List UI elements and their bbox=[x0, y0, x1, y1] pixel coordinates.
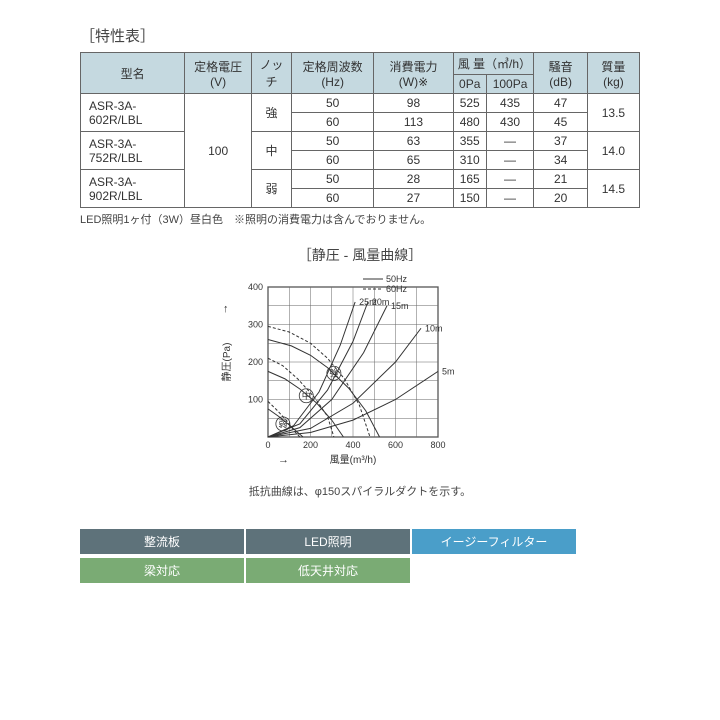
table-cell: 20 bbox=[534, 189, 588, 208]
table-cell: 34 bbox=[534, 151, 588, 170]
svg-text:→: → bbox=[278, 454, 289, 466]
table-cell: 480 bbox=[453, 113, 486, 132]
table-cell: 37 bbox=[534, 132, 588, 151]
svg-text:60Hz: 60Hz bbox=[386, 284, 408, 294]
feature-tag: 整流板 bbox=[80, 529, 244, 554]
table-cell-mass: 14.5 bbox=[587, 170, 639, 208]
table-cell: 65 bbox=[374, 151, 453, 170]
table-title: ［特性表］ bbox=[80, 25, 640, 46]
table-cell-notch: 強 bbox=[252, 94, 292, 132]
th-voltage: 定格電圧 (V) bbox=[185, 53, 252, 94]
table-cell: 45 bbox=[534, 113, 588, 132]
svg-text:強: 強 bbox=[329, 367, 338, 378]
svg-text:50Hz: 50Hz bbox=[386, 274, 408, 284]
svg-text:中: 中 bbox=[302, 390, 311, 401]
table-cell: 27 bbox=[374, 189, 453, 208]
spec-table: 型名 定格電圧 (V) ノッチ 定格周波数 (Hz) 消費電力 (W)※ 風 量… bbox=[80, 52, 640, 208]
table-cell: 60 bbox=[292, 113, 374, 132]
th-0pa: 0Pa bbox=[453, 75, 486, 94]
table-cell: — bbox=[486, 151, 534, 170]
svg-text:5m: 5m bbox=[442, 366, 455, 376]
table-cell-notch: 中 bbox=[252, 132, 292, 170]
th-power: 消費電力 (W)※ bbox=[374, 53, 453, 94]
svg-text:400: 400 bbox=[248, 282, 263, 292]
table-cell: 525 bbox=[453, 94, 486, 113]
th-mass: 質量 (kg) bbox=[587, 53, 639, 94]
table-cell: 355 bbox=[453, 132, 486, 151]
table-cell: 150 bbox=[453, 189, 486, 208]
th-freq: 定格周波数 (Hz) bbox=[292, 53, 374, 94]
th-100pa: 100Pa bbox=[486, 75, 534, 94]
chart-title: ［静圧 - 風量曲線］ bbox=[80, 245, 640, 265]
svg-text:300: 300 bbox=[248, 320, 263, 330]
table-cell: 98 bbox=[374, 94, 453, 113]
feature-tag: イージーフィルター bbox=[412, 529, 576, 554]
feature-tag: 低天井対応 bbox=[246, 558, 410, 583]
table-cell: 21 bbox=[534, 170, 588, 189]
svg-text:15m: 15m bbox=[391, 301, 409, 311]
table-cell: 435 bbox=[486, 94, 534, 113]
table-cell-model: ASR-3A-902R/LBL bbox=[81, 170, 185, 208]
table-cell: 60 bbox=[292, 151, 374, 170]
svg-text:0: 0 bbox=[265, 440, 270, 450]
th-noise: 騒音 (dB) bbox=[534, 53, 588, 94]
svg-text:弱: 弱 bbox=[278, 419, 287, 429]
th-airflow: 風 量（㎥/h） bbox=[453, 53, 534, 75]
feature-tag: 梁対応 bbox=[80, 558, 244, 583]
svg-text:800: 800 bbox=[430, 440, 445, 450]
svg-text:10m: 10m bbox=[425, 323, 443, 333]
table-cell: 50 bbox=[292, 94, 374, 113]
svg-text:400: 400 bbox=[345, 440, 360, 450]
svg-text:↑: ↑ bbox=[223, 303, 229, 315]
table-cell: — bbox=[486, 170, 534, 189]
table-cell: 165 bbox=[453, 170, 486, 189]
footnote: LED照明1ヶ付（3W）昼白色 ※照明の消費電力は含んでおりません。 bbox=[80, 211, 640, 227]
table-cell-voltage: 100 bbox=[185, 94, 252, 208]
table-cell: 28 bbox=[374, 170, 453, 189]
table-cell: 430 bbox=[486, 113, 534, 132]
table-cell-model: ASR-3A-752R/LBL bbox=[81, 132, 185, 170]
svg-text:600: 600 bbox=[388, 440, 403, 450]
table-cell-mass: 13.5 bbox=[587, 94, 639, 132]
th-notch: ノッチ bbox=[252, 53, 292, 94]
table-cell: 50 bbox=[292, 132, 374, 151]
svg-text:200: 200 bbox=[248, 357, 263, 367]
svg-text:25m: 25m bbox=[359, 297, 377, 307]
svg-text:100: 100 bbox=[248, 395, 263, 405]
table-cell: 60 bbox=[292, 189, 374, 208]
table-cell: 310 bbox=[453, 151, 486, 170]
table-cell-model: ASR-3A-602R/LBL bbox=[81, 94, 185, 132]
table-cell: 50 bbox=[292, 170, 374, 189]
table-cell: 47 bbox=[534, 94, 588, 113]
table-cell: 63 bbox=[374, 132, 453, 151]
svg-text:200: 200 bbox=[303, 440, 318, 450]
table-cell-mass: 14.0 bbox=[587, 132, 639, 170]
table-cell-notch: 弱 bbox=[252, 170, 292, 208]
pressure-flow-chart: 10020030040002004006008005m10m15m20m25m強… bbox=[210, 269, 510, 479]
svg-text:風量(m³/h): 風量(m³/h) bbox=[330, 454, 377, 466]
feature-tag: LED照明 bbox=[246, 529, 410, 554]
table-cell: — bbox=[486, 132, 534, 151]
table-cell: — bbox=[486, 189, 534, 208]
th-model: 型名 bbox=[81, 53, 185, 94]
table-cell: 113 bbox=[374, 113, 453, 132]
svg-text:静圧(Pa): 静圧(Pa) bbox=[220, 343, 233, 382]
chart-caption: 抵抗曲線は、φ150スパイラルダクトを示す。 bbox=[80, 483, 640, 499]
